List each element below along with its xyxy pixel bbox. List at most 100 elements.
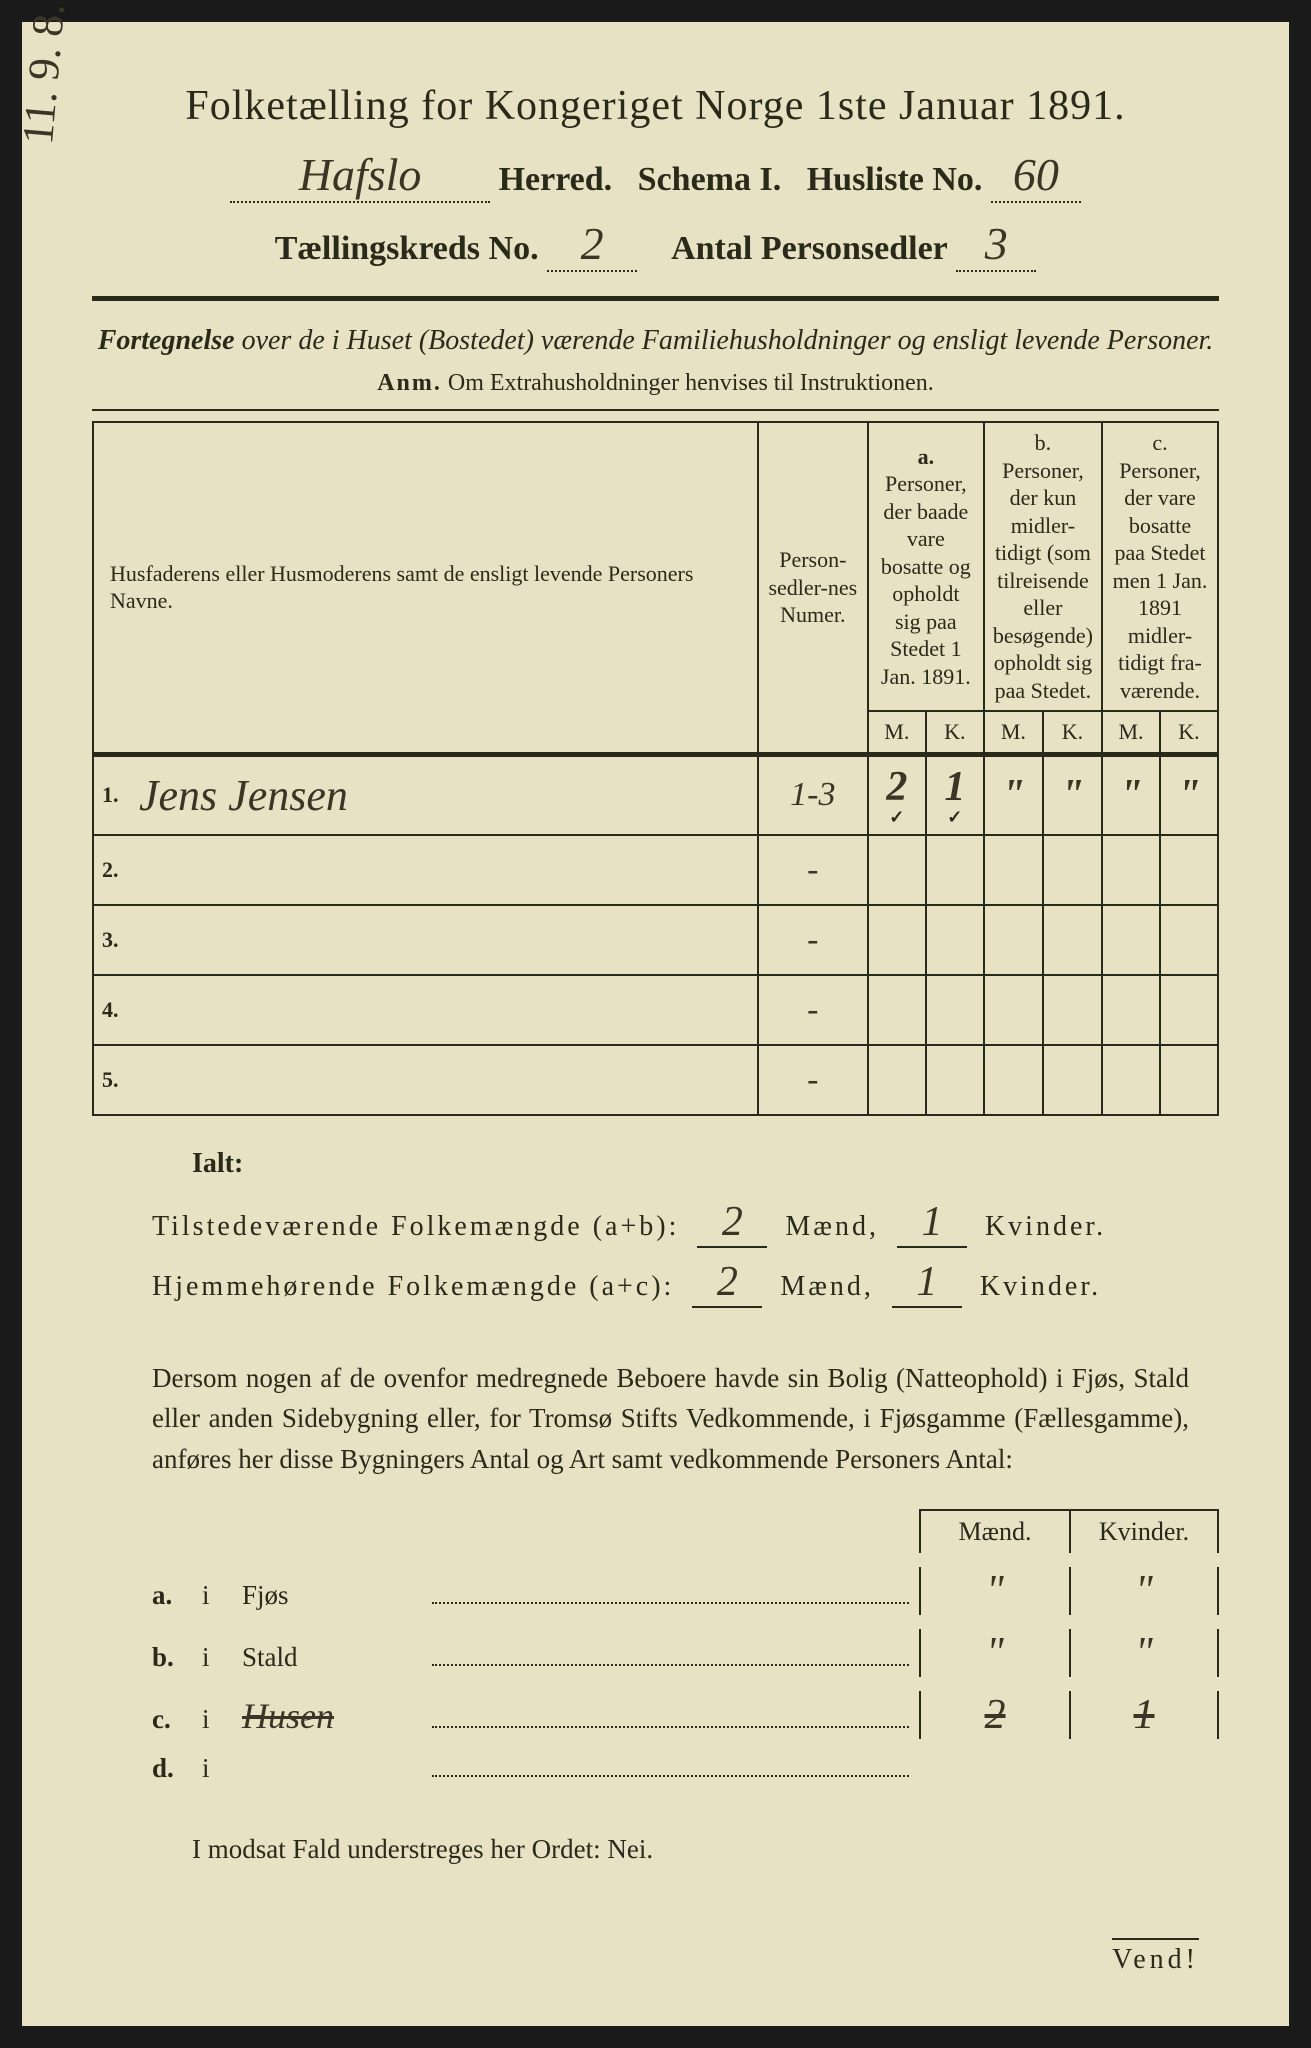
list-what: Stald	[242, 1642, 422, 1673]
list-dots	[432, 1708, 909, 1728]
sum1-label: Tilstedeværende Folkemængde (a+b):	[152, 1211, 679, 1242]
row-cK	[1160, 905, 1218, 975]
row-bM: "	[984, 754, 1043, 835]
building-list-row: c. i Husen 2 1	[152, 1691, 1219, 1739]
list-k: 1	[1069, 1691, 1219, 1739]
row-bM	[984, 1045, 1043, 1115]
row-bK	[1043, 1045, 1102, 1115]
row-aK: 1✓	[926, 754, 984, 835]
row-num: -	[758, 1045, 868, 1115]
mk-k-head: Kvinder.	[1069, 1511, 1219, 1553]
list-dots	[432, 1646, 909, 1666]
col-num-head: Person-sedler-nes Numer.	[758, 422, 868, 754]
intro-text: Fortegnelse over de i Huset (Bostedet) v…	[92, 321, 1219, 360]
col-a-text: Personer, der baade vare bosatte og opho…	[881, 471, 971, 689]
row-cM: "	[1102, 754, 1160, 835]
row-num: 1-3	[758, 754, 868, 835]
maend-2: Mænd,	[780, 1271, 874, 1302]
row-bM	[984, 835, 1043, 905]
col-bK: K.	[1043, 711, 1102, 754]
list-dots	[432, 1757, 909, 1777]
list-k: "	[1069, 1567, 1219, 1615]
col-c-letter: c.	[1152, 430, 1167, 455]
list-label: b.	[152, 1642, 202, 1673]
row-number: 2.	[93, 835, 131, 905]
col-b-head: b. Personer, der kun midler-tidigt (som …	[984, 422, 1102, 711]
col-a-head: a. Personer, der baade vare bosatte og o…	[868, 422, 984, 711]
col-b-letter: b.	[1035, 430, 1052, 455]
table-row: 1. Jens Jensen 1-3 2✓ 1✓ " " " "	[93, 754, 1218, 835]
ialt-label: Ialt:	[192, 1148, 1219, 1180]
col-bM: M.	[984, 711, 1043, 754]
list-dots	[432, 1584, 909, 1604]
summary-line-1: Tilstedeværende Folkemængde (a+b): 2 Mæn…	[152, 1198, 1219, 1248]
row-aM	[868, 1045, 926, 1115]
col-cK: K.	[1160, 711, 1218, 754]
rule-2	[92, 409, 1219, 411]
mk-m-head: Mænd.	[919, 1511, 1069, 1553]
row-bK: "	[1043, 754, 1102, 835]
schema-label: Schema I.	[638, 161, 782, 198]
row-aM	[868, 835, 926, 905]
mk-header-row: Mænd. Kvinder.	[92, 1509, 1219, 1553]
anm-line: Anm. Om Extrahusholdninger henvises til …	[92, 370, 1219, 397]
list-label: d.	[152, 1753, 202, 1784]
kvinder-2: Kvinder.	[980, 1271, 1101, 1302]
col-name-head: Husfaderens eller Husmoderens samt de en…	[93, 422, 758, 754]
row-aK	[926, 835, 984, 905]
list-what: Husen	[242, 1695, 422, 1737]
row-bK	[1043, 975, 1102, 1045]
list-k: "	[1069, 1629, 1219, 1677]
row-num: -	[758, 905, 868, 975]
row-bK	[1043, 835, 1102, 905]
list-i: i	[202, 1642, 242, 1673]
antal-label: Antal Personsedler	[671, 230, 948, 267]
row-bM	[984, 905, 1043, 975]
anm-lead: Anm.	[377, 370, 442, 396]
herred-line: Hafslo Herred. Schema I. Husliste No. 60	[92, 148, 1219, 203]
kreds-value: 2	[581, 217, 604, 270]
antal-value: 3	[985, 217, 1008, 270]
sum2-k: 1	[892, 1258, 962, 1308]
row-aK	[926, 975, 984, 1045]
col-c-head: c. Personer, der vare bosatte paa Stedet…	[1102, 422, 1218, 711]
sum2-label: Hjemmehørende Folkemængde (a+c):	[152, 1271, 674, 1302]
row-aK	[926, 1045, 984, 1115]
page-frame: 11. 9. 8. 18. 31 Folketælling for Konger…	[0, 0, 1311, 2048]
row-aM: 2✓	[868, 754, 926, 835]
vend-label: Vend!	[1112, 1938, 1199, 1976]
row-cM	[1102, 975, 1160, 1045]
row-cK	[1160, 975, 1218, 1045]
row-aK	[926, 905, 984, 975]
col-cM: M.	[1102, 711, 1160, 754]
row-number: 4.	[93, 975, 131, 1045]
list-label: a.	[152, 1580, 202, 1611]
modsat-line: I modsat Fald understreges her Ordet: Ne…	[192, 1834, 1219, 1865]
maend-1: Mænd,	[785, 1211, 879, 1242]
row-cK	[1160, 835, 1218, 905]
building-paragraph: Dersom nogen af de ovenfor medregnede Be…	[152, 1358, 1189, 1480]
row-bK	[1043, 905, 1102, 975]
table-row: 2. -	[93, 835, 1218, 905]
row-number: 1.	[93, 754, 131, 835]
row-bM	[984, 975, 1043, 1045]
kvinder-1: Kvinder.	[985, 1211, 1106, 1242]
intro-body: over de i Huset (Bostedet) værende Famil…	[242, 325, 1214, 356]
sum1-m: 2	[697, 1198, 767, 1248]
row-num: -	[758, 835, 868, 905]
row-name: Jens Jensen	[131, 754, 758, 835]
list-i: i	[202, 1704, 242, 1735]
kreds-label: Tællingskreds No.	[275, 230, 539, 267]
sum2-m: 2	[692, 1258, 762, 1308]
main-title: Folketælling for Kongeriget Norge 1ste J…	[92, 82, 1219, 130]
row-cM	[1102, 1045, 1160, 1115]
table-row: 3. -	[93, 905, 1218, 975]
census-table: Husfaderens eller Husmoderens samt de en…	[92, 421, 1219, 1116]
row-aM	[868, 905, 926, 975]
row-name	[131, 905, 758, 975]
husliste-value: 60	[1013, 148, 1059, 201]
col-aM: M.	[868, 711, 926, 754]
building-list-row: a. i Fjøs " "	[152, 1567, 1219, 1615]
herred-label: Herred.	[499, 161, 613, 198]
table-row: 4. -	[93, 975, 1218, 1045]
